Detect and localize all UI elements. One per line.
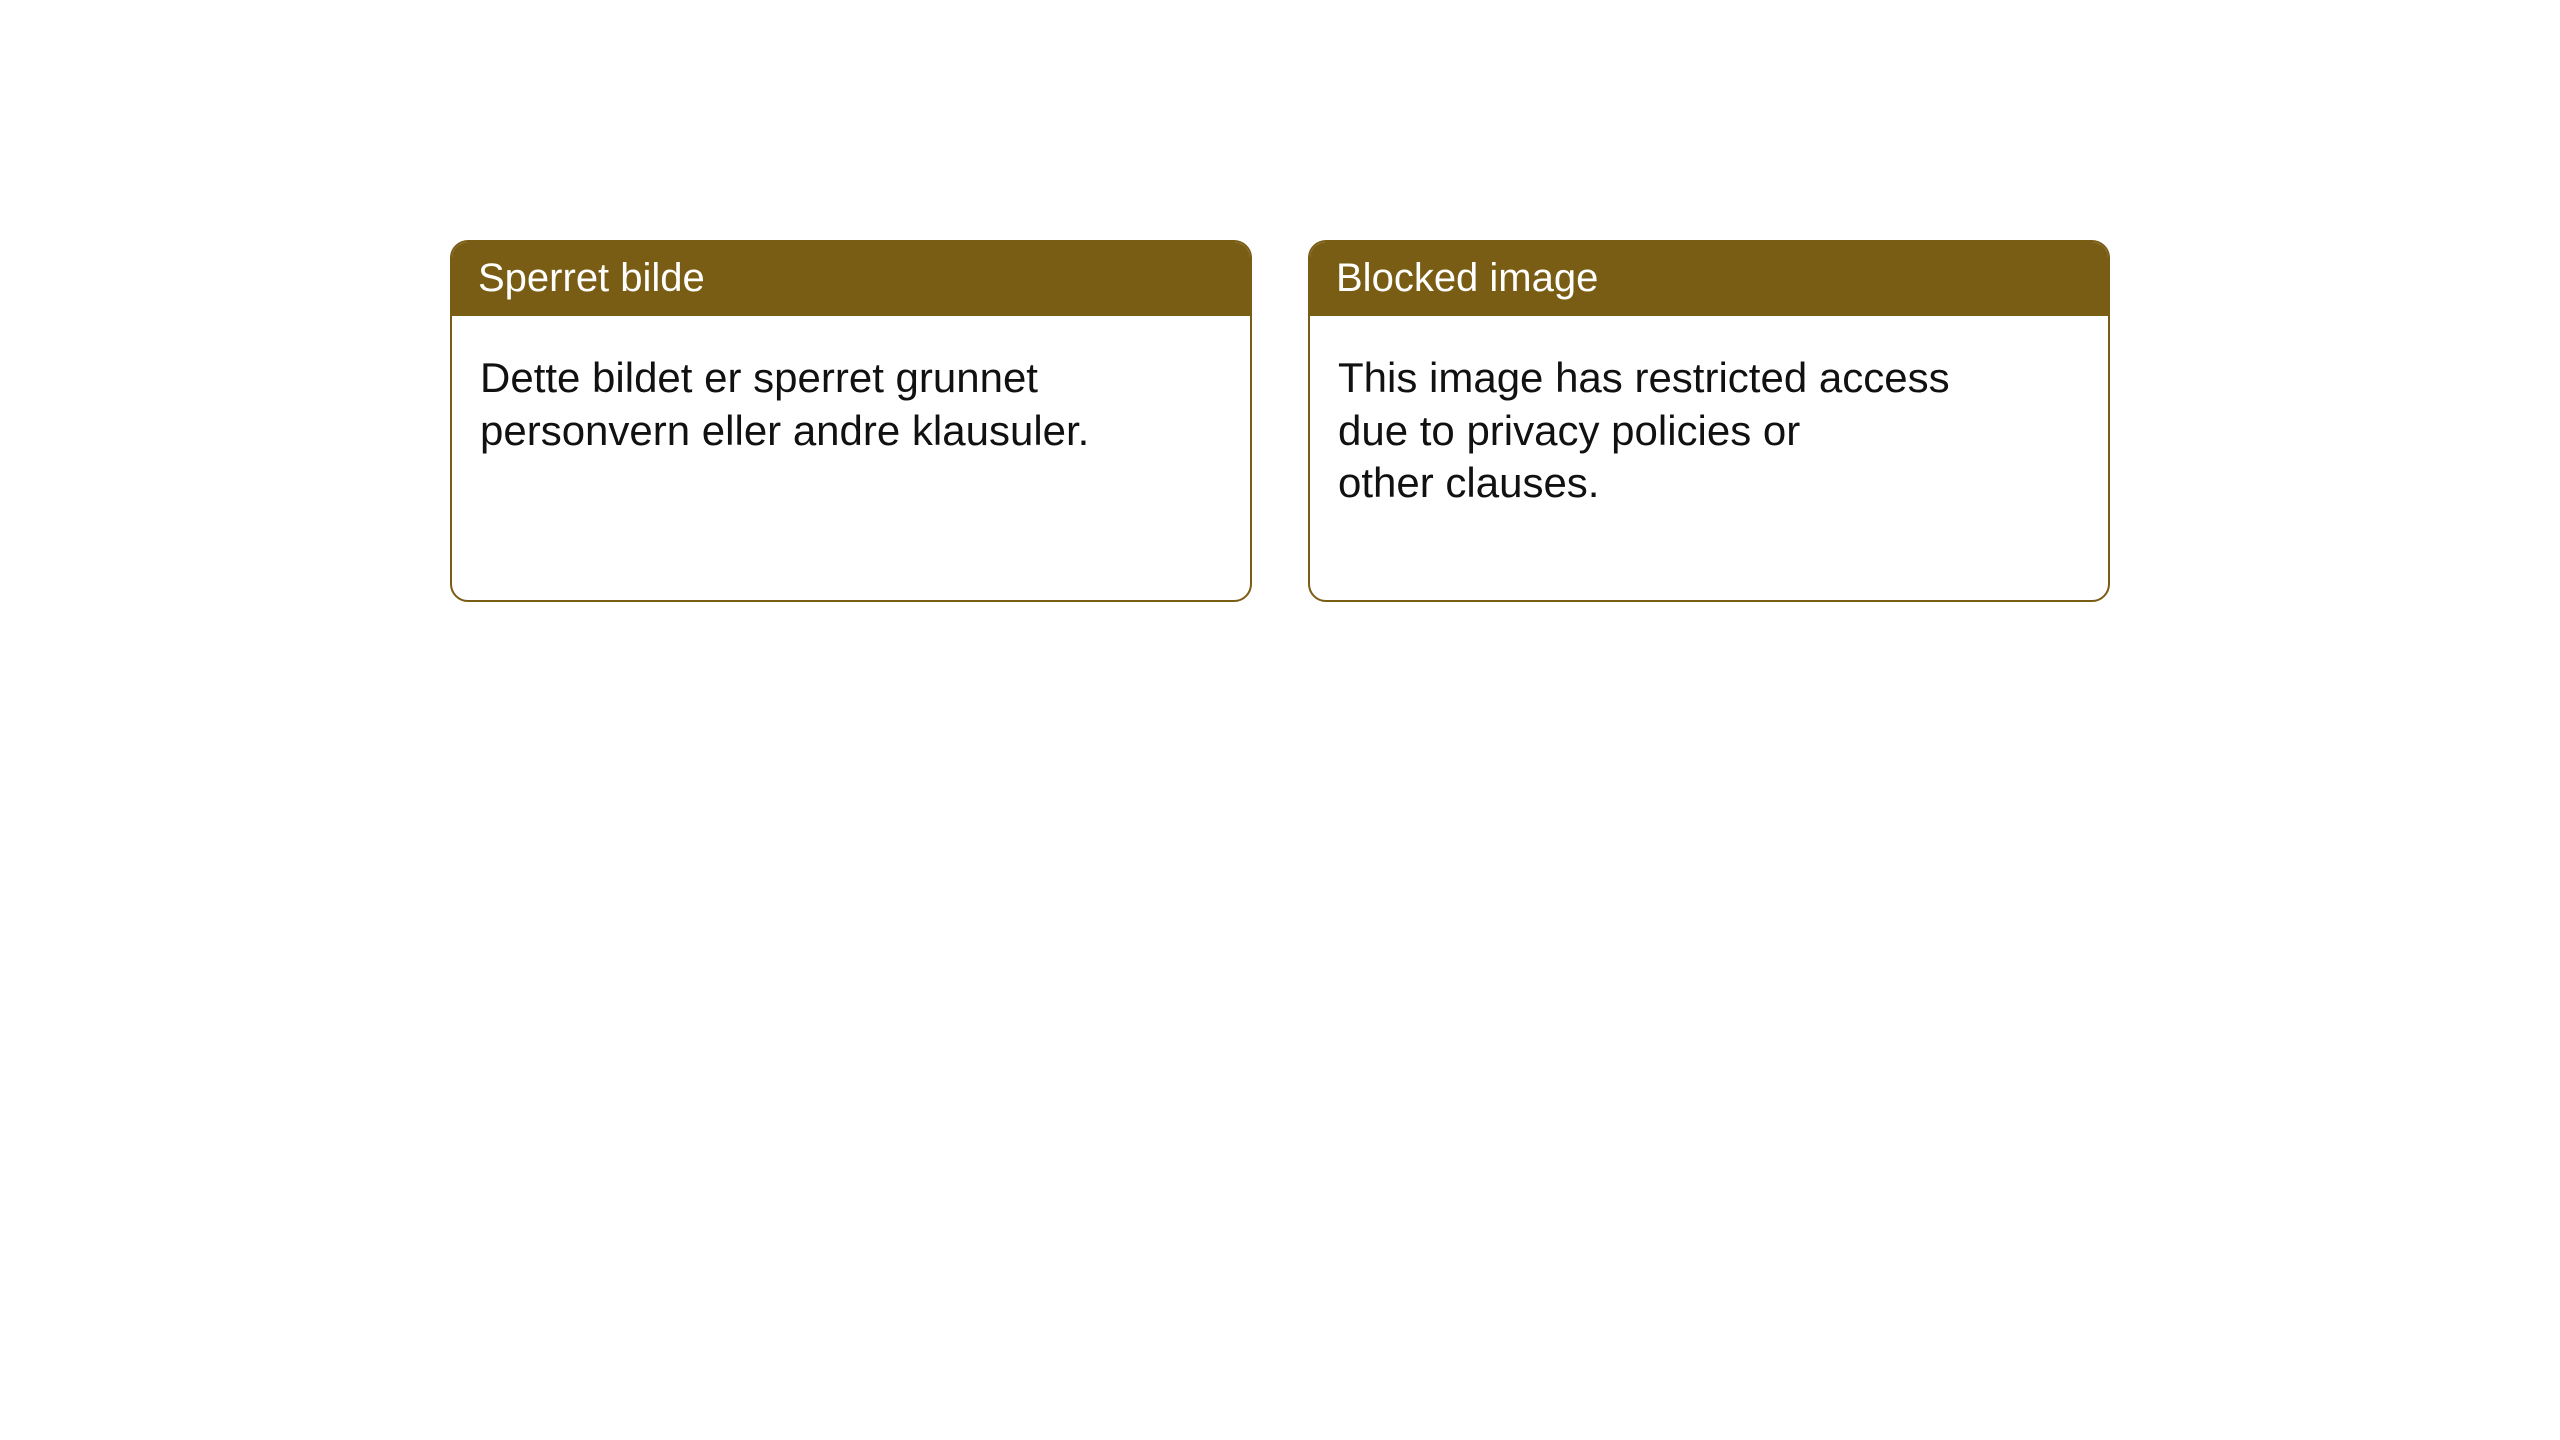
panel-body: This image has restricted access due to … xyxy=(1310,316,2108,600)
panel-body-line: due to privacy policies or xyxy=(1338,405,2080,458)
panel-body-line: This image has restricted access xyxy=(1338,352,2080,405)
notice-panels-container: Sperret bilde Dette bildet er sperret gr… xyxy=(450,240,2110,602)
panel-body-line: Dette bildet er sperret grunnet xyxy=(480,352,1222,405)
notice-panel-english: Blocked image This image has restricted … xyxy=(1308,240,2110,602)
panel-body-line: other clauses. xyxy=(1338,457,2080,510)
panel-header: Blocked image xyxy=(1310,242,2108,316)
panel-title: Blocked image xyxy=(1336,256,1598,300)
panel-body-line: personvern eller andre klausuler. xyxy=(480,405,1222,458)
panel-title: Sperret bilde xyxy=(478,256,705,300)
panel-header: Sperret bilde xyxy=(452,242,1250,316)
panel-body: Dette bildet er sperret grunnet personve… xyxy=(452,316,1250,547)
notice-panel-norwegian: Sperret bilde Dette bildet er sperret gr… xyxy=(450,240,1252,602)
